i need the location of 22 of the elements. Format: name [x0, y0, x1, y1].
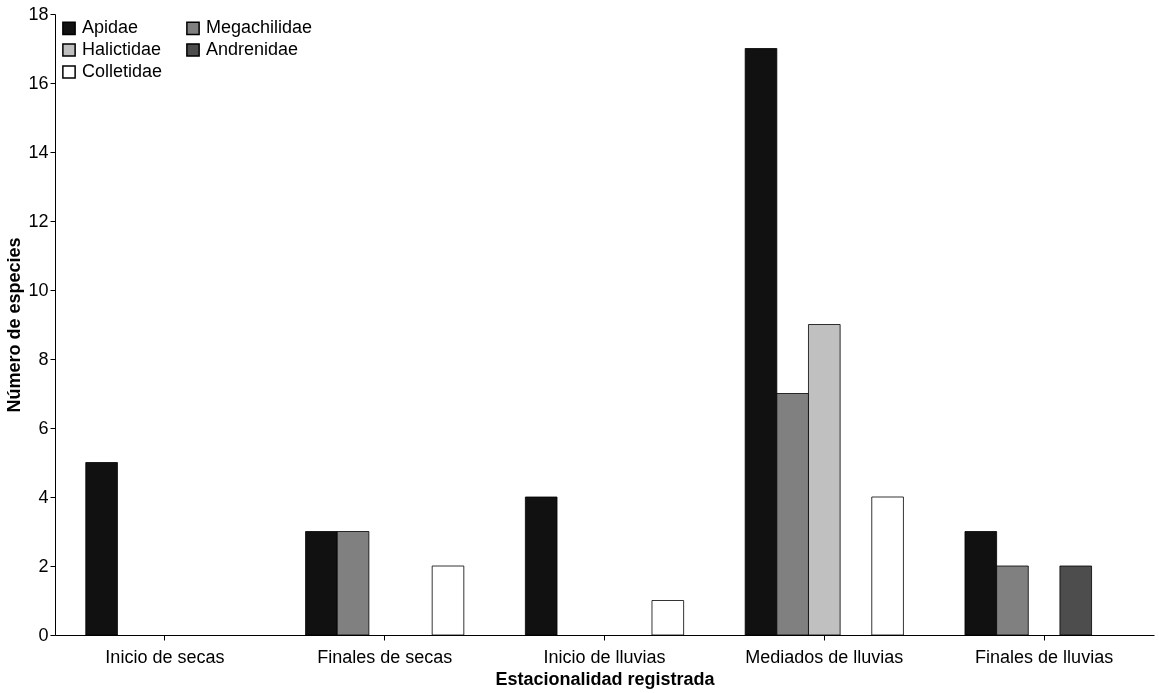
y-tick-label: 2 — [38, 555, 49, 576]
legend-label: Megachilidae — [206, 17, 313, 38]
x-tick-label: Finales de secas — [317, 646, 453, 667]
y-tick-label: 10 — [28, 279, 49, 300]
legend-label: Apidae — [82, 17, 139, 38]
y-axis-title: Número de especies — [4, 237, 25, 413]
x-tick-label: Inicio de lluvias — [543, 646, 666, 667]
y-tick-label: 14 — [28, 141, 49, 162]
y-tick-label: 6 — [38, 417, 49, 438]
y-tick-label: 8 — [38, 348, 49, 369]
legend-label: Halictidae — [82, 39, 162, 59]
legend-label: Colletidae — [82, 61, 163, 81]
x-tick-label: Mediados de lluvias — [745, 646, 904, 667]
y-tick-label: 18 — [28, 3, 49, 24]
y-tick-label: 12 — [28, 210, 49, 231]
legend-label: Andrenidae — [206, 39, 299, 59]
y-tick-label: 4 — [38, 486, 49, 507]
x-tick-label: Finales de lluvias — [975, 646, 1114, 667]
y-tick-label: 0 — [38, 624, 49, 645]
y-tick-label: 16 — [28, 72, 49, 93]
x-axis-title: Estacionalidad registrada — [495, 668, 716, 689]
x-tick-label: Inicio de secas — [105, 646, 225, 667]
